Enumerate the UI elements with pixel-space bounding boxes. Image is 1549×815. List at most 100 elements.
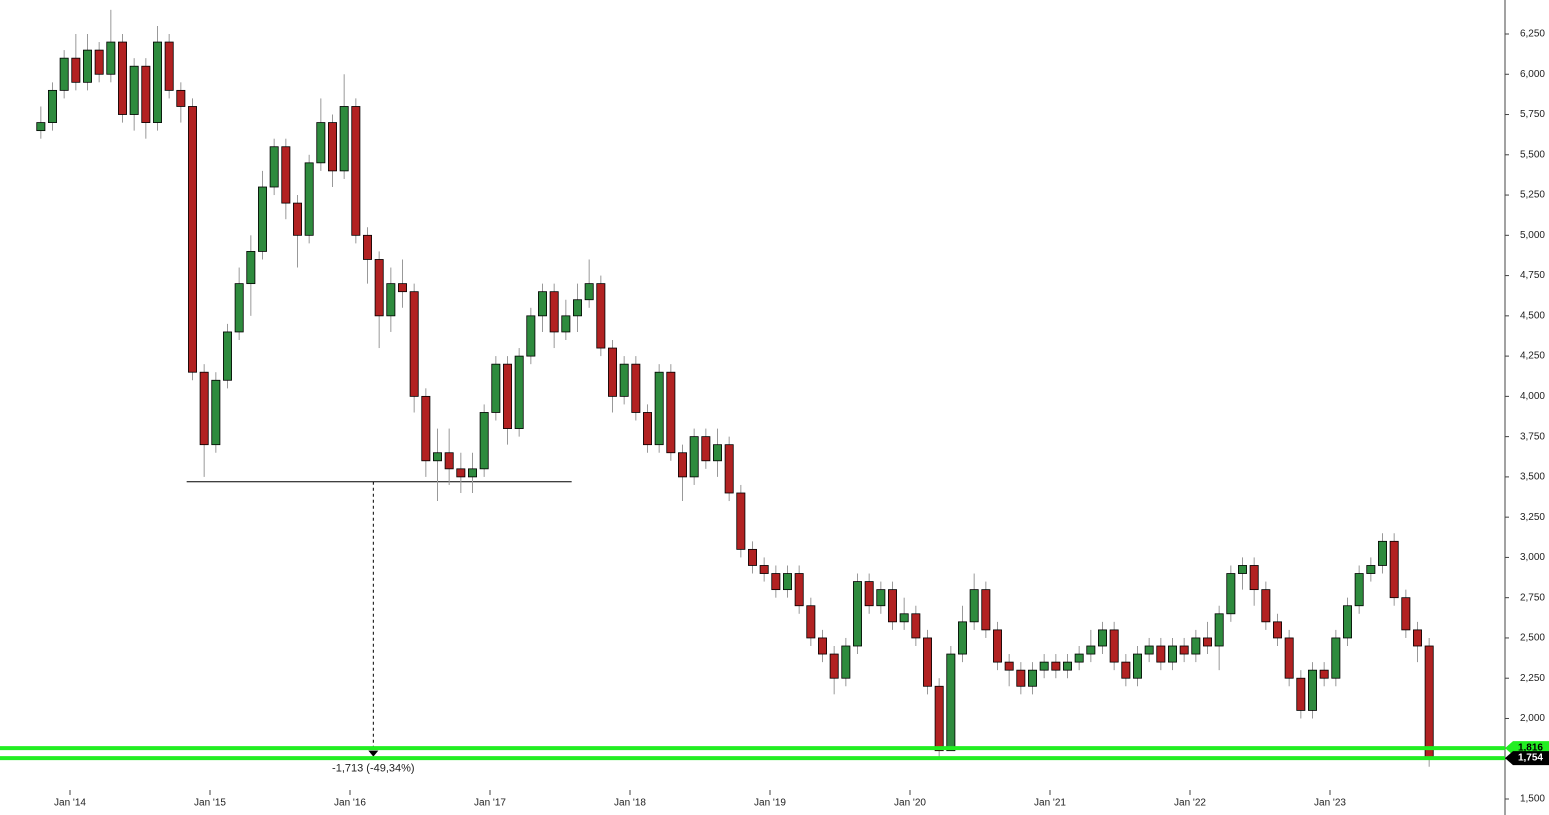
candle-body (1156, 645, 1166, 663)
measure-arrowhead (368, 750, 379, 757)
candle-body (1413, 629, 1422, 647)
candle-body (1389, 540, 1399, 599)
candle-body (1296, 677, 1306, 711)
candle-body (771, 573, 781, 591)
y-tick-label: 3,750 (1520, 431, 1545, 442)
candle-body (503, 363, 512, 429)
candle-body (258, 186, 267, 252)
candle-body (398, 283, 407, 293)
candle-body (584, 283, 594, 301)
candle-body (759, 565, 769, 574)
x-tick-label: Jan '22 (1174, 798, 1206, 809)
candle-body (1109, 629, 1119, 663)
candle-body (573, 299, 582, 317)
candle-body (269, 146, 279, 188)
candle-body (94, 49, 104, 75)
candle-body (993, 629, 1002, 663)
candle-body (946, 653, 956, 752)
candle-body (1004, 661, 1014, 671)
y-tick-label: 4,250 (1520, 351, 1545, 362)
candle-body (211, 379, 221, 446)
candle-body (713, 444, 722, 462)
candle-body (958, 621, 967, 655)
candle-body (1214, 613, 1224, 647)
candle-body (969, 589, 979, 623)
candle-body (818, 637, 827, 655)
candle-body (794, 573, 804, 607)
candle-body (106, 41, 116, 75)
candle-body (59, 57, 69, 91)
y-tick-label: 5,750 (1520, 109, 1545, 120)
candle-body (363, 234, 372, 260)
candle-body (456, 468, 466, 478)
candle-body (433, 452, 442, 462)
candle-body (748, 548, 757, 566)
candle-body (199, 371, 209, 446)
candle-body (911, 613, 921, 639)
candle-body (1343, 605, 1352, 639)
candle-body (223, 331, 232, 381)
y-tick-label: 3,500 (1520, 472, 1545, 483)
candle-body (1354, 573, 1364, 607)
candle-body (1039, 661, 1049, 671)
candle-body (188, 106, 197, 373)
candle-body (281, 146, 291, 204)
candle-body (888, 589, 897, 623)
x-tick-label: Jan '16 (334, 798, 366, 809)
candle-body (339, 106, 349, 172)
candle-body (619, 363, 629, 397)
x-tick-label: Jan '17 (474, 798, 506, 809)
candle-body (1028, 669, 1037, 687)
candle-body (1144, 645, 1154, 655)
candle-body (1424, 645, 1434, 759)
candle-body (48, 89, 57, 123)
x-tick-label: Jan '19 (754, 798, 786, 809)
candle-body (328, 122, 337, 172)
candle-body (1098, 629, 1107, 647)
candle-body (678, 452, 687, 478)
candle-body (1378, 540, 1387, 566)
candle-body (1086, 645, 1096, 655)
candle-body (1063, 661, 1072, 671)
candle-body (316, 122, 326, 164)
candle-body (1168, 645, 1177, 663)
candle-body (1366, 565, 1376, 574)
candle-body (1308, 669, 1317, 711)
candle-body (1273, 621, 1282, 639)
candle-body (608, 347, 617, 397)
candle-body (304, 162, 314, 236)
candle-body (1284, 637, 1294, 679)
candle-body (83, 49, 92, 83)
candle-body (526, 315, 536, 357)
candle-body (724, 444, 734, 494)
candle-body (118, 41, 127, 115)
x-tick-label: Jan '23 (1314, 798, 1346, 809)
price-tag-label: 1,816 (1518, 743, 1543, 754)
y-tick-label: 5,000 (1520, 230, 1545, 241)
y-tick-label: 1,500 (1520, 794, 1545, 805)
candle-body (71, 57, 81, 83)
candle-body (491, 363, 501, 413)
candle-body (479, 412, 489, 470)
candle-body (409, 291, 419, 397)
candle-body (153, 41, 162, 123)
candle-body (1238, 565, 1247, 574)
candle-body (689, 436, 699, 478)
y-tick-label: 5,500 (1520, 149, 1545, 160)
candle-body (538, 291, 547, 317)
candle-body (666, 371, 676, 454)
y-tick-label: 4,750 (1520, 270, 1545, 281)
candle-body (1191, 637, 1201, 655)
candle-body (176, 89, 186, 107)
y-tick-label: 2,000 (1520, 713, 1545, 724)
candle-body (596, 283, 606, 349)
candle-body (1074, 653, 1084, 663)
candle-body (899, 613, 909, 623)
candle-body (1401, 597, 1411, 631)
candle-body (841, 645, 851, 679)
y-tick-label: 2,250 (1520, 673, 1545, 684)
candle-body (643, 412, 652, 446)
candle-body (1319, 669, 1329, 679)
